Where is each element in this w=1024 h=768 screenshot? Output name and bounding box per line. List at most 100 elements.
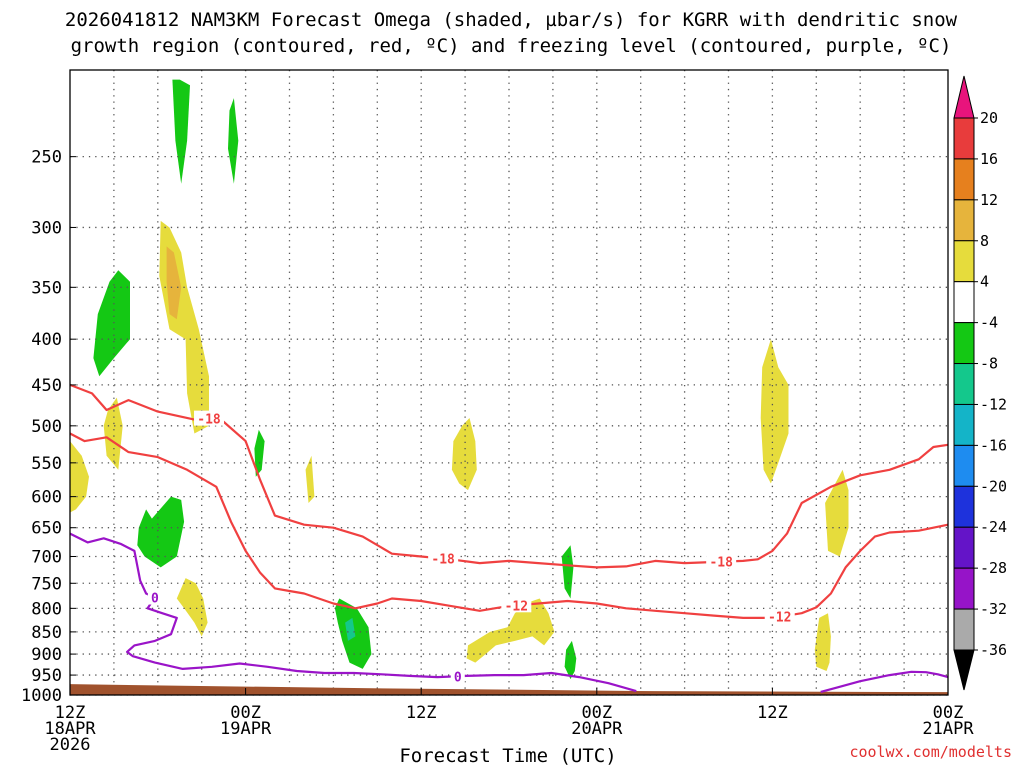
colorbar-swatch [953, 240, 975, 283]
colorbar-label: 16 [980, 150, 998, 168]
colorbar-swatch [953, 363, 975, 405]
contour-label-freezing-level: 0 [454, 670, 462, 685]
x-tick-label: 12Z [757, 703, 788, 723]
omega-region-4 [166, 246, 182, 320]
colorbar-label: 8 [980, 232, 989, 250]
chart-title-line2: growth region (contoured, red, ºC) and f… [71, 35, 952, 57]
y-tick-label: 900 [31, 645, 62, 665]
terrain [70, 684, 948, 695]
terrain-fill [70, 684, 948, 695]
omega-region-2 [228, 98, 239, 184]
y-tick-label: 400 [31, 330, 62, 350]
y-axis-ticks: 2503003504004505005506006507007508008509… [21, 148, 76, 706]
colorbar-label: -20 [980, 477, 1007, 495]
chart-title-line1: 2026041812 NAM3KM Forecast Omega (shaded… [65, 9, 958, 31]
x-axis-title: Forecast Time (UTC) [399, 745, 616, 767]
y-tick-label: 550 [31, 454, 62, 474]
y-tick-label: 750 [31, 574, 62, 594]
colorbar-swatch [953, 485, 975, 528]
omega-region-13 [345, 617, 356, 641]
colorbar-swatch [953, 608, 975, 651]
y-tick-label: 950 [31, 666, 62, 686]
omega-region-10 [254, 429, 265, 477]
y-tick-label: 1000 [21, 686, 62, 706]
colorbar-label: -8 [980, 355, 998, 373]
contour-label-dgz-bottom: -12 [768, 611, 791, 626]
contour-freezing-level-2 [820, 670, 949, 693]
omega-region-15 [466, 598, 555, 663]
colorbar-label: -4 [980, 314, 998, 332]
colorbar-swatch [953, 403, 975, 446]
colorbar-label: -24 [980, 518, 1007, 536]
x-tick-label: 20APR [571, 719, 623, 739]
contour-label-bg [450, 668, 465, 684]
x-tick-label: 19APR [220, 719, 272, 739]
x-tick-label: 00Z [230, 703, 261, 723]
y-tick-label: 350 [31, 278, 62, 298]
contour-dgz-bottom [69, 432, 949, 620]
plot-area: -18 -18 -18 -12 -12 0 0 [69, 69, 949, 696]
colorbar-swatch [953, 158, 975, 201]
omega-region-8 [137, 496, 185, 568]
colorbar-label: 4 [980, 273, 989, 291]
colorbar-label: -12 [980, 395, 1007, 413]
colorbar-swatch [953, 526, 975, 569]
y-tick-label: 250 [31, 148, 62, 168]
contour-label-bg [147, 589, 162, 605]
colorbar-swatch [953, 567, 975, 610]
omega-region-6 [103, 397, 123, 470]
omega-region-14 [451, 418, 477, 491]
omega-region-18 [760, 339, 789, 484]
omega-region-1 [172, 79, 190, 184]
contour-label-bg [194, 410, 225, 426]
colorbar-label: -36 [980, 641, 1007, 659]
colorbar-swatch [953, 281, 975, 324]
y-tick-label: 450 [31, 376, 62, 396]
y-tick-label: 700 [31, 547, 62, 567]
omega-region-20 [814, 613, 831, 671]
omega-region-19 [825, 469, 849, 557]
colorbar: 20 16 12 8 4 -4 -8 -12 -16 -20 -24 -28 -32 -36 [953, 75, 1007, 691]
colorbar-swatch [953, 199, 975, 242]
contour-label-dgz-bottom: -12 [505, 599, 528, 614]
colorbar-label: -32 [980, 600, 1007, 618]
plot-frame [69, 69, 949, 696]
contour-label-bg [428, 550, 459, 566]
y-tick-label: 650 [31, 519, 62, 539]
x-tick-label: 21APR [922, 719, 974, 739]
x-tick-label: 2026 [50, 735, 91, 755]
x-tick-label: 00Z [933, 703, 964, 723]
x-tick-label: 18APR [44, 719, 96, 739]
y-tick-label: 600 [31, 488, 62, 508]
contour-label-bg [706, 553, 737, 569]
colorbar-label: -16 [980, 436, 1007, 454]
credit-link[interactable]: coolwx.com/modelts [849, 743, 1012, 761]
colorbar-label: 12 [980, 191, 998, 209]
y-tick-label: 300 [31, 218, 62, 238]
omega-region-17 [564, 640, 577, 680]
y-tick-label: 800 [31, 599, 62, 619]
omega-region-16 [561, 545, 574, 599]
omega-region-11 [305, 455, 315, 503]
colorbar-swatch [953, 444, 975, 487]
colorbar-label: -28 [980, 559, 1007, 577]
contour-label-dgz-top: -18 [431, 553, 455, 568]
contour-label-dgz-top: -18 [709, 556, 733, 571]
y-tick-label: 500 [31, 417, 62, 437]
contours: -18 -18 -18 -12 -12 0 0 [69, 383, 949, 693]
contour-label-freezing-level: 0 [151, 592, 159, 607]
x-tick-label: 00Z [581, 703, 612, 723]
contour-label-dgz-top: -18 [197, 413, 221, 428]
x-tick-label: 12Z [55, 703, 86, 723]
colorbar-bottom-arrow [953, 649, 975, 691]
omega-region-5 [93, 270, 130, 377]
x-tick-label: 12Z [406, 703, 437, 723]
plot-background [70, 70, 948, 695]
omega-shading [70, 79, 849, 680]
contour-label-bg [764, 608, 795, 624]
colorbar-top-arrow [953, 75, 975, 119]
omega-region-9 [176, 578, 208, 637]
contour-label-bg [501, 597, 532, 613]
